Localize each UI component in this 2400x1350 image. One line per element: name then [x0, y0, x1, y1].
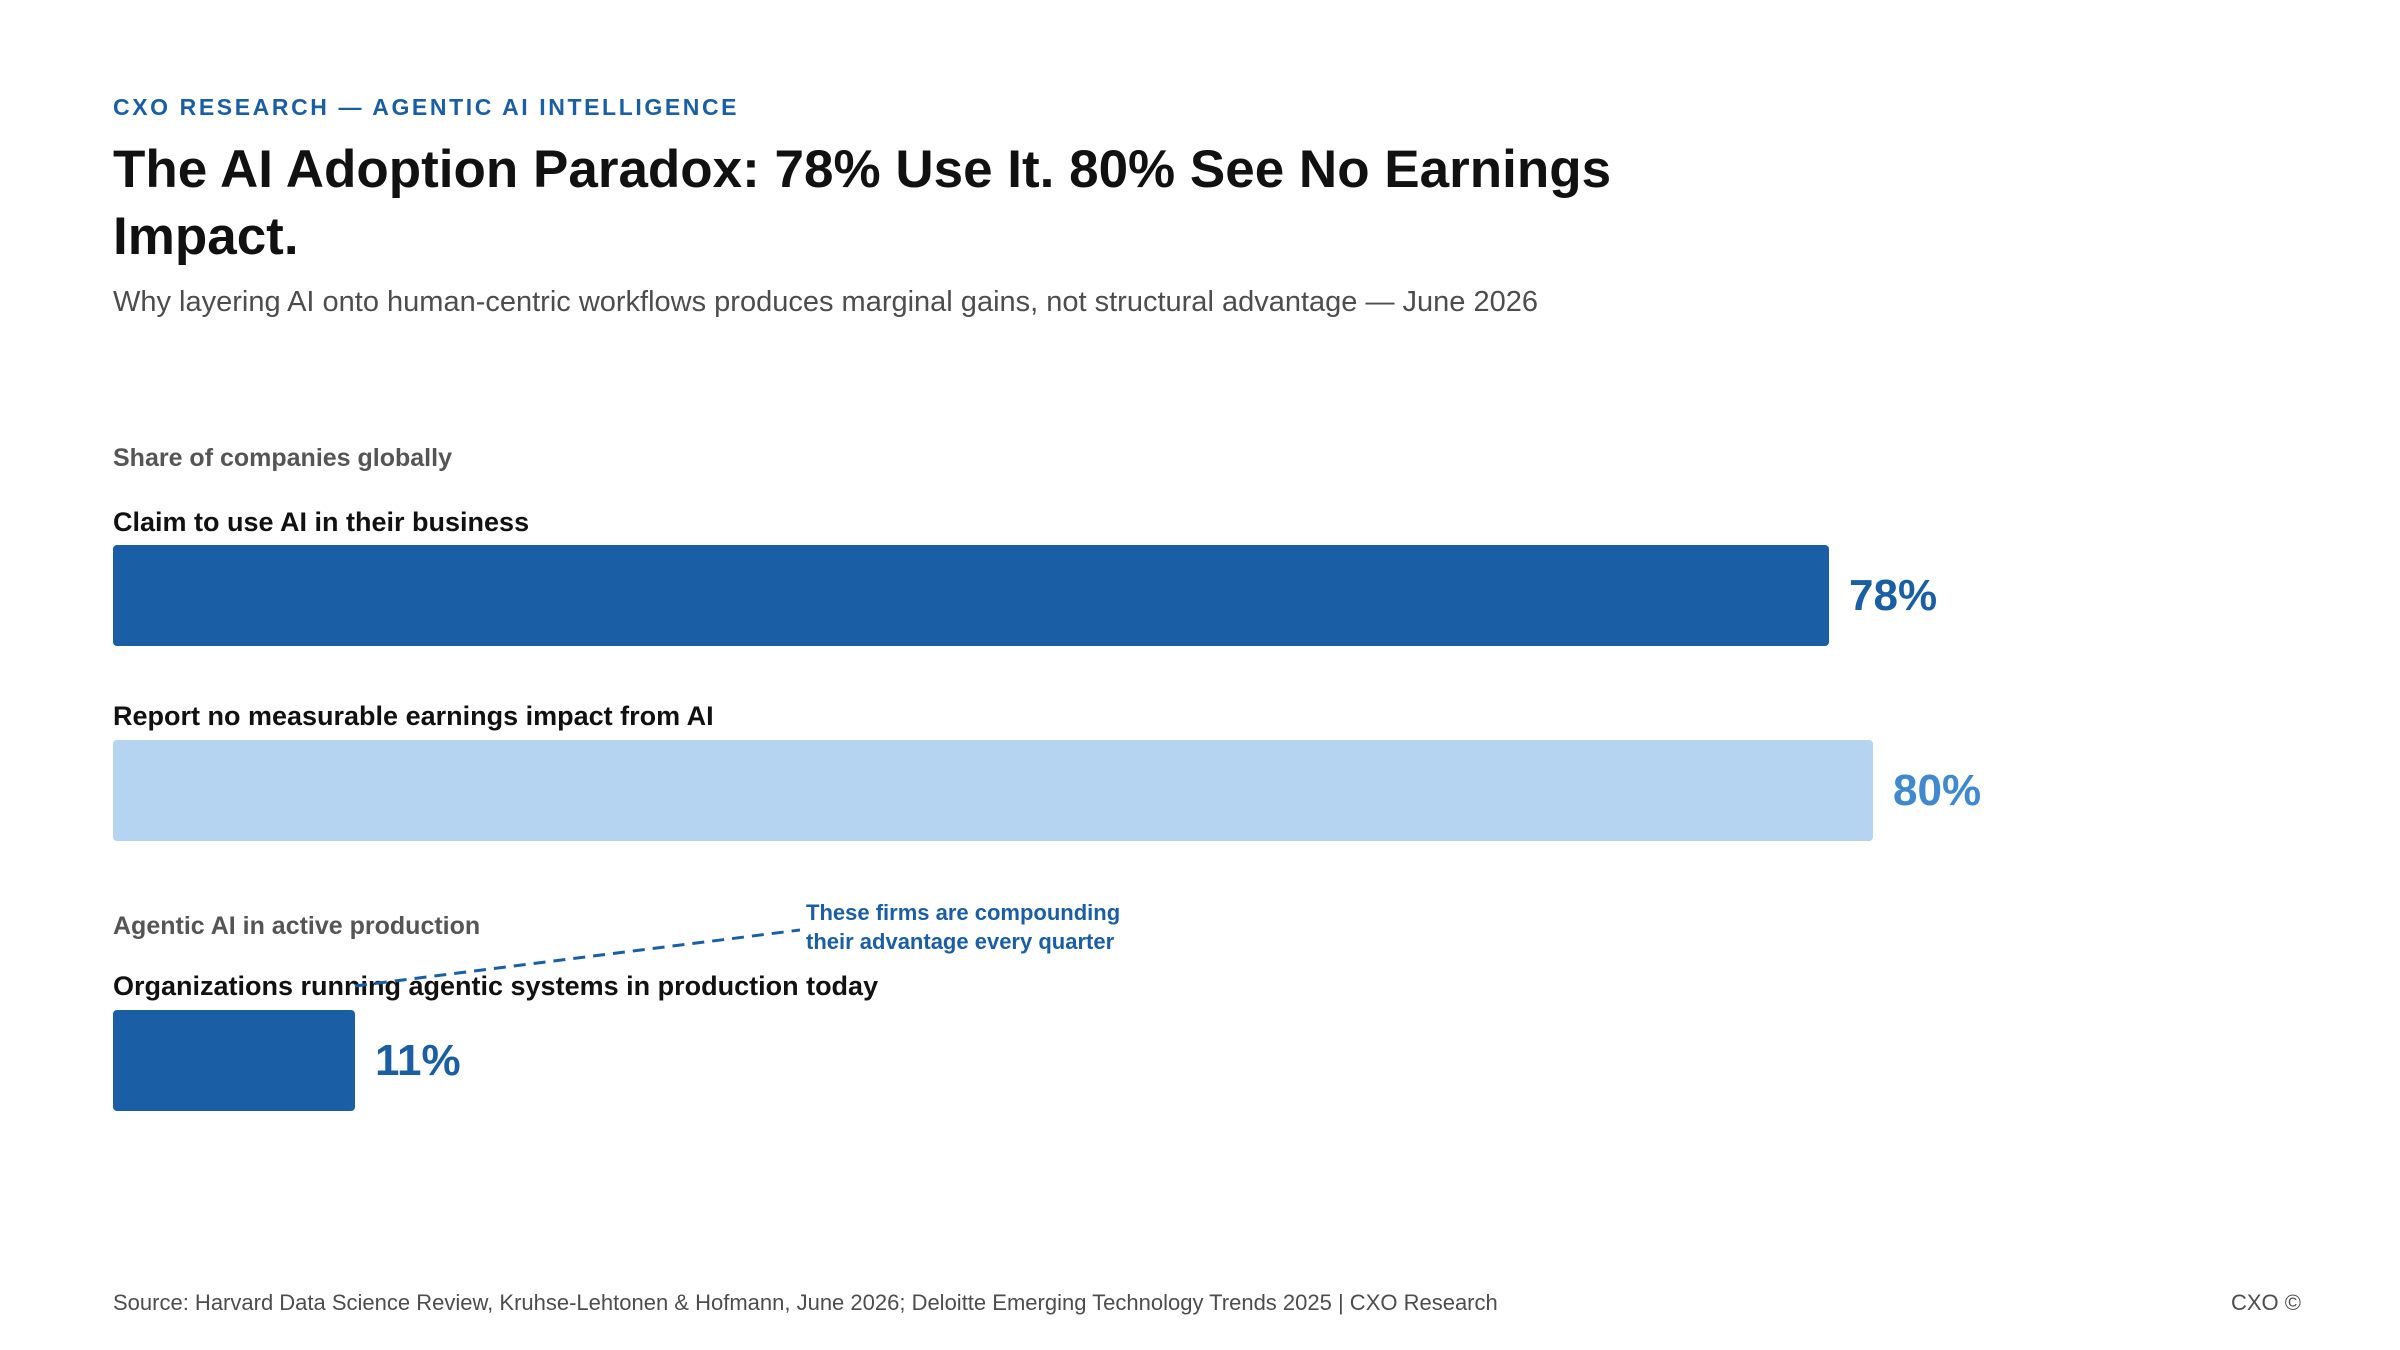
- annotation-line-2: their advantage every quarter: [806, 929, 1115, 954]
- eyebrow-label: CXO RESEARCH — AGENTIC AI INTELLIGENCE: [113, 94, 740, 120]
- value-label-no-impact: 80%: [1893, 766, 1982, 815]
- group-label-agentic: Agentic AI in active production: [113, 912, 481, 940]
- value-label-use-ai: 78%: [1849, 571, 1938, 620]
- bar-label-use-ai: Claim to use AI in their business: [113, 507, 530, 537]
- value-label-agentic: 11%: [375, 1036, 461, 1085]
- annotation-line-1: These firms are compounding: [806, 900, 1121, 925]
- page-subtitle: Why layering AI onto human-centric workf…: [113, 286, 1538, 318]
- bar-label-agentic: Organizations running agentic systems in…: [113, 971, 879, 1001]
- page-title: The AI Adoption Paradox: 78% Use It. 80%…: [113, 140, 1612, 266]
- brand-mark: CXO ©: [2231, 1290, 2301, 1315]
- bar-label-no-impact: Report no measurable earnings impact fro…: [113, 701, 714, 731]
- source-note: Source: Harvard Data Science Review, Kru…: [113, 1290, 1498, 1315]
- bar-use-ai: [113, 545, 1829, 646]
- bar-no-impact: [113, 740, 1873, 841]
- bar-agentic: [113, 1010, 355, 1111]
- group-label-companies: Share of companies globally: [113, 444, 452, 472]
- annotation-callout: These firms are compounding their advant…: [806, 898, 1120, 956]
